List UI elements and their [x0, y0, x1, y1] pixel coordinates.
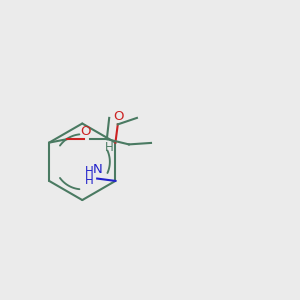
Text: H: H — [85, 174, 93, 188]
Text: O: O — [113, 110, 124, 123]
Text: H: H — [105, 141, 114, 154]
Text: O: O — [81, 124, 91, 138]
Text: H: H — [85, 165, 93, 178]
Text: N: N — [93, 163, 103, 176]
